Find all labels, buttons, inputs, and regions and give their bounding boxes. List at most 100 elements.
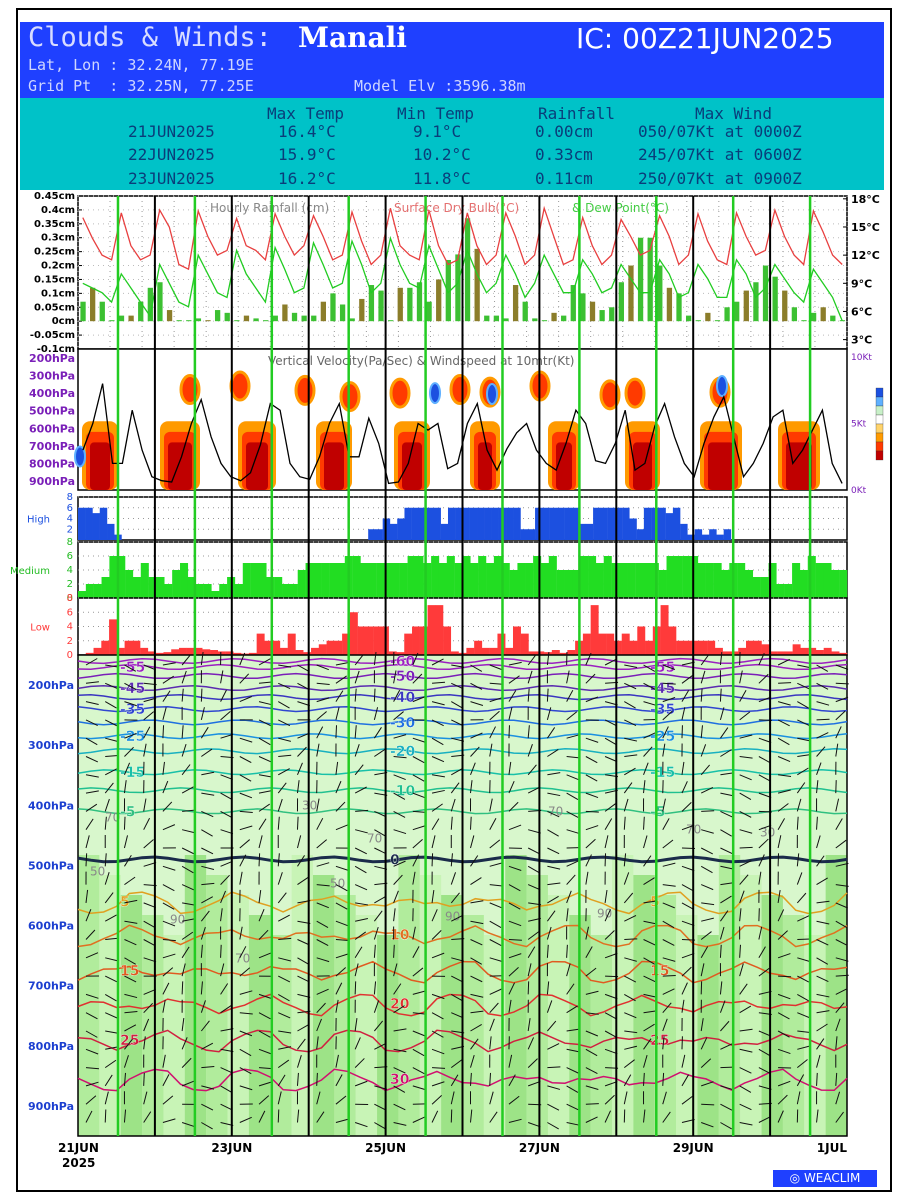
- wind-barb: [162, 999, 166, 1013]
- cloud-bar: [225, 651, 234, 655]
- wind-barb: [85, 1081, 99, 1087]
- wind-barb: [201, 896, 214, 904]
- wind-barb: [258, 1095, 270, 1105]
- temp-contour-label: 10: [390, 928, 410, 944]
- cloud-bar: [776, 584, 785, 598]
- wind-barb: [797, 754, 811, 757]
- wind-barb: [104, 719, 118, 727]
- wind-barb: [316, 1072, 318, 1086]
- wind-barb: [373, 727, 382, 739]
- vv-region: [486, 382, 498, 405]
- cloud-bar: [99, 507, 108, 540]
- cloud-bar: [548, 556, 557, 598]
- cloud-bar: [752, 577, 761, 598]
- wind-barb: [316, 697, 330, 703]
- legend-swatch: [875, 423, 884, 434]
- wind-barb: [104, 872, 110, 885]
- wind-barb: [85, 993, 99, 999]
- rain-bar: [580, 293, 586, 322]
- wind-barb: [470, 1010, 484, 1014]
- wind-barb: [393, 963, 398, 977]
- wind-barb: [393, 1067, 406, 1074]
- wind-barb: [296, 1072, 299, 1086]
- cloud-bar: [171, 649, 180, 655]
- rh-region: [270, 935, 292, 1136]
- wind-barb: [720, 727, 729, 739]
- wind-barb: [451, 701, 463, 709]
- wind-barb: [816, 780, 819, 794]
- wind-barb: [777, 953, 791, 959]
- x-tick-label: 29JUN: [673, 1141, 714, 1155]
- rh-region: [355, 915, 378, 1136]
- wind-barb: [470, 664, 483, 672]
- cloud-bar: [674, 556, 683, 598]
- wind-barb: [777, 889, 781, 903]
- wind-barb: [623, 782, 633, 794]
- y-tick-label: 300hPa: [28, 739, 74, 752]
- wind-barb: [316, 920, 329, 929]
- wind-barb: [239, 696, 252, 703]
- wind-barb: [624, 701, 636, 709]
- rain-bar: [599, 310, 605, 322]
- wind-barb: [719, 944, 722, 958]
- wind-barb: [143, 939, 156, 947]
- wind-barb: [335, 1054, 339, 1068]
- wind-barb: [278, 914, 290, 922]
- wind-barb: [816, 718, 830, 721]
- wind-barb: [450, 782, 460, 794]
- cloud-bar: [295, 650, 304, 655]
- y-tick-label-right: 6°C: [851, 305, 872, 318]
- wind-barb: [720, 810, 733, 818]
- wind-barb: [681, 966, 692, 977]
- wind-barb: [508, 1074, 516, 1087]
- wind-barb: [239, 792, 253, 799]
- wind-barb: [566, 792, 579, 800]
- wind-barb: [777, 789, 791, 794]
- wind-barb: [681, 802, 692, 812]
- cloud-bar: [125, 570, 134, 598]
- y-tick-label: 600hPa: [29, 422, 75, 435]
- wind-barb: [739, 1028, 753, 1032]
- wind-barb: [85, 803, 98, 812]
- rain-bar: [214, 310, 221, 322]
- y-tick-label: 6: [67, 551, 73, 562]
- wind-barb: [412, 854, 420, 867]
- cloud-bar: [629, 640, 638, 655]
- temp-contour-label: -40: [390, 690, 416, 706]
- wind-barb: [316, 711, 327, 721]
- cloud-bar: [658, 570, 667, 598]
- wind-barb: [412, 737, 426, 743]
- wind-barb: [700, 1037, 708, 1050]
- wind-barb: [681, 902, 694, 910]
- cloud-bar: [407, 556, 416, 598]
- rain-bar: [464, 218, 471, 322]
- row-rainfall: 0.00cm: [535, 122, 593, 141]
- wind-barb: [835, 1091, 841, 1105]
- wind-barb: [604, 909, 611, 922]
- wind-barb: [162, 801, 173, 812]
- wind-barb: [124, 701, 137, 707]
- rh-region: [248, 915, 271, 1136]
- cloud-bar: [567, 650, 576, 655]
- vv-region: [402, 442, 422, 490]
- cloud-bar: [116, 647, 125, 655]
- wind-barb: [739, 810, 752, 818]
- wind-barb: [335, 707, 340, 721]
- wind-barb: [681, 999, 685, 1013]
- x-tick-label: 1JUL: [817, 1141, 848, 1155]
- wind-barb: [470, 835, 475, 849]
- cloud-bar: [506, 507, 514, 540]
- rain-bar: [618, 282, 624, 322]
- rh-contour-label: 70: [105, 810, 120, 824]
- rh-contour-label: 50: [330, 876, 345, 890]
- cloud-bar: [404, 507, 412, 540]
- wind-barb: [470, 1054, 475, 1068]
- wind-barb: [450, 872, 457, 885]
- cloud-bar: [396, 652, 405, 655]
- wind-barb: [220, 874, 230, 885]
- cloud-bar: [645, 640, 654, 655]
- wind-barb: [546, 707, 552, 721]
- wind-barb: [316, 682, 330, 685]
- cloud-bar: [738, 647, 747, 655]
